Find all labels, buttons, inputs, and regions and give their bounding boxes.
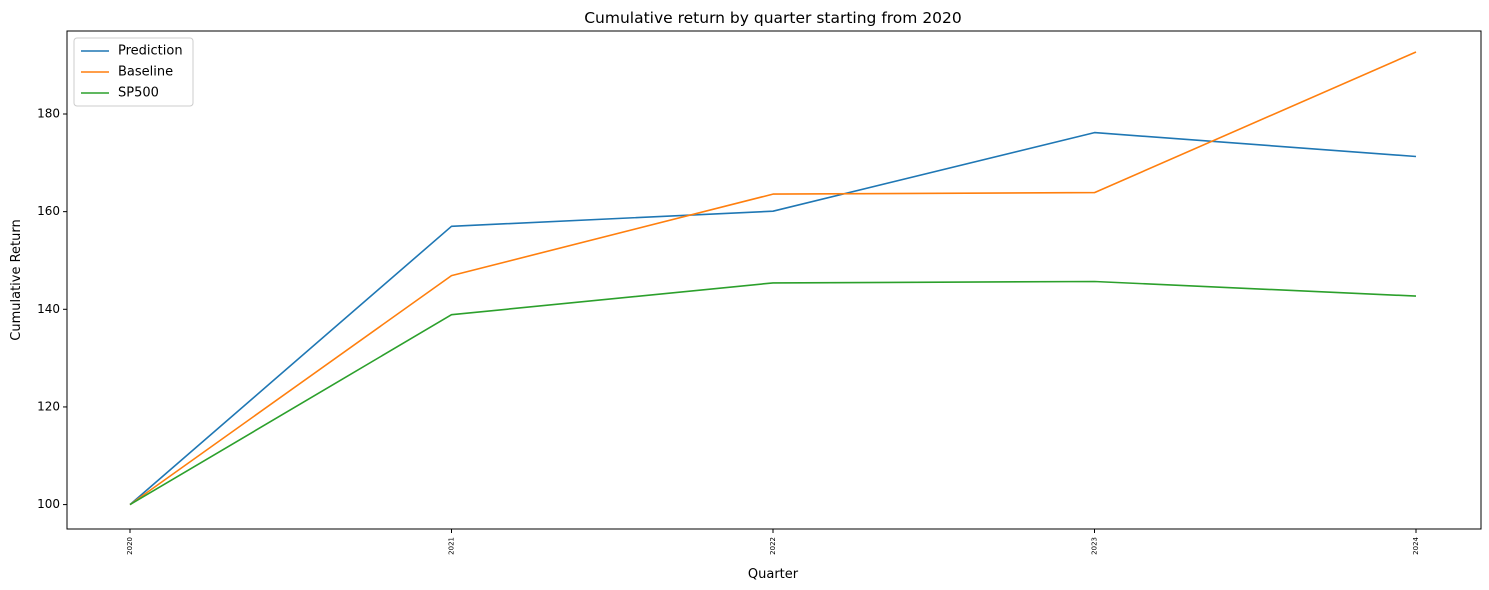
- x-tick-label: 2021: [448, 537, 456, 555]
- series-line-baseline: [129, 51, 1417, 506]
- legend: Prediction Baseline SP500: [73, 37, 194, 107]
- y-tick-label: 180: [37, 107, 60, 121]
- chart-title: Cumulative return by quarter starting fr…: [584, 9, 962, 27]
- x-tick-label: 2022: [769, 537, 777, 555]
- y-axis: 100 120 140 160 180: [37, 107, 67, 511]
- series-layer: [129, 51, 1417, 506]
- y-tick-label: 140: [37, 302, 60, 316]
- x-axis: 2020 2021 2022 2023 2024: [126, 529, 1420, 555]
- x-tick-label: 2020: [126, 537, 134, 555]
- x-tick-label: 2024: [1412, 536, 1420, 554]
- series-line-prediction: [129, 131, 1417, 506]
- series-line-sp500: [129, 280, 1417, 506]
- legend-label-baseline: Baseline: [118, 65, 173, 80]
- y-tick-label: 120: [37, 399, 60, 413]
- legend-label-sp500: SP500: [118, 86, 159, 101]
- y-tick-label: 160: [37, 204, 60, 218]
- x-axis-label: Quarter: [748, 567, 799, 582]
- y-axis-label: Cumulative Return: [9, 219, 24, 340]
- axes-frame: [66, 30, 1482, 530]
- x-tick-label: 2023: [1091, 537, 1099, 555]
- y-tick-label: 100: [37, 497, 60, 511]
- legend-box: [73, 37, 194, 107]
- legend-label-prediction: Prediction: [118, 44, 183, 59]
